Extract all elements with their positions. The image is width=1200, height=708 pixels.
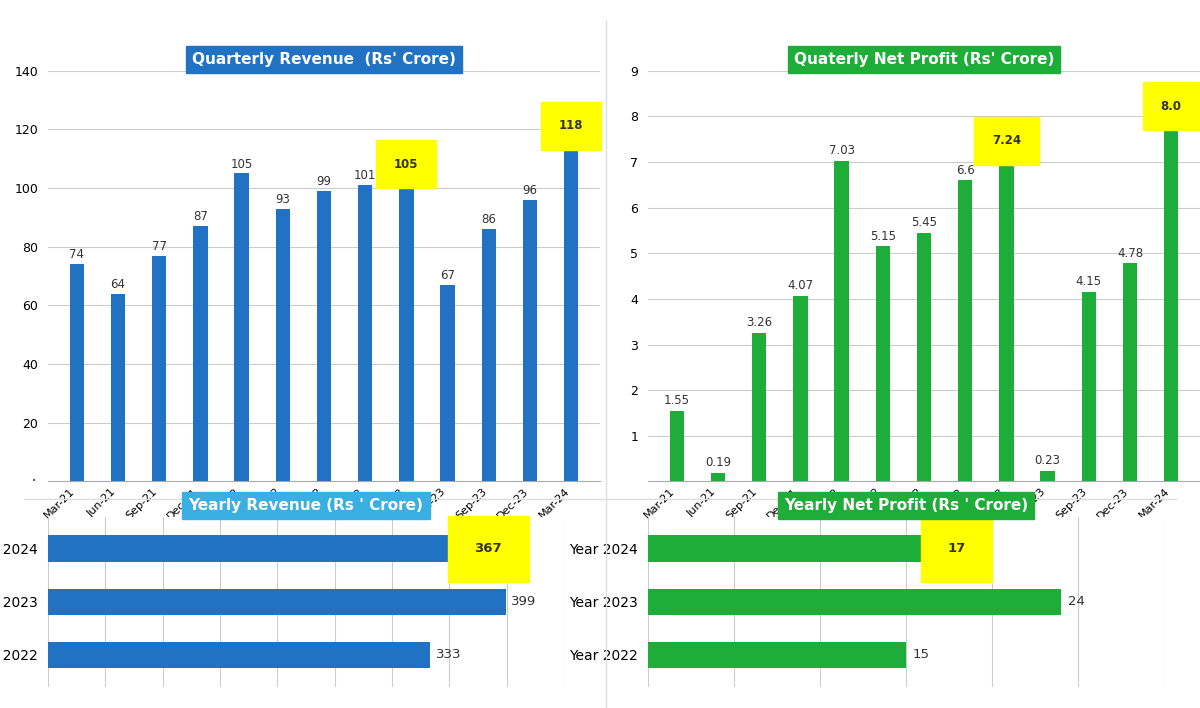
Bar xyxy=(793,296,808,481)
Text: 1.55: 1.55 xyxy=(664,394,690,407)
Text: 5.45: 5.45 xyxy=(911,216,937,229)
Bar xyxy=(152,256,167,481)
Bar xyxy=(648,588,1061,615)
Bar xyxy=(276,209,290,481)
Text: Yearly Net Profit (Rs ' Crore): Yearly Net Profit (Rs ' Crore) xyxy=(784,498,1028,513)
Text: 99: 99 xyxy=(317,175,331,188)
Text: 5.15: 5.15 xyxy=(870,230,896,243)
Bar xyxy=(48,588,505,615)
Text: 367: 367 xyxy=(474,542,502,555)
Text: 399: 399 xyxy=(511,595,536,608)
Bar xyxy=(481,229,496,481)
Bar xyxy=(670,411,684,481)
Text: 86: 86 xyxy=(481,213,497,227)
Text: 0.23: 0.23 xyxy=(1034,455,1061,467)
Text: 96: 96 xyxy=(522,184,538,197)
Bar xyxy=(70,264,84,481)
Text: 4.07: 4.07 xyxy=(787,279,814,292)
Text: 64: 64 xyxy=(110,278,126,291)
Text: 93: 93 xyxy=(275,193,290,206)
Bar xyxy=(917,233,931,481)
Text: 4.78: 4.78 xyxy=(1117,246,1144,260)
Text: Quaterly Net Profit (Rs' Crore): Quaterly Net Profit (Rs' Crore) xyxy=(794,52,1054,67)
Bar xyxy=(958,181,972,481)
Text: 87: 87 xyxy=(193,210,208,223)
Text: 4.15: 4.15 xyxy=(1075,275,1102,288)
Bar xyxy=(648,641,906,668)
Bar xyxy=(48,535,469,562)
Bar xyxy=(1123,263,1138,481)
Text: ·: · xyxy=(31,472,37,491)
Bar xyxy=(710,473,725,481)
Text: Quarterly Revenue  (Rs' Crore): Quarterly Revenue (Rs' Crore) xyxy=(192,52,456,67)
Bar xyxy=(400,173,414,481)
Text: 105: 105 xyxy=(394,157,419,171)
Bar xyxy=(1164,116,1178,481)
Bar xyxy=(234,173,248,481)
Text: 7.24: 7.24 xyxy=(992,135,1021,147)
Bar xyxy=(752,333,767,481)
Bar xyxy=(317,191,331,481)
Text: 105: 105 xyxy=(230,157,253,171)
Text: 77: 77 xyxy=(151,239,167,253)
Bar xyxy=(648,535,941,562)
Bar xyxy=(834,161,848,481)
Text: 67: 67 xyxy=(440,269,455,282)
Bar xyxy=(1081,292,1096,481)
Text: 101: 101 xyxy=(354,169,377,182)
Bar xyxy=(440,285,455,481)
Bar xyxy=(358,185,372,481)
Text: 3.26: 3.26 xyxy=(746,316,773,329)
Text: 15: 15 xyxy=(913,649,930,661)
Text: 333: 333 xyxy=(436,649,461,661)
Text: 17: 17 xyxy=(947,542,966,555)
Text: 8.0: 8.0 xyxy=(1160,100,1182,113)
Bar xyxy=(876,246,890,481)
Bar xyxy=(1040,471,1055,481)
Text: 24: 24 xyxy=(1068,595,1085,608)
Bar xyxy=(1000,151,1014,481)
Text: 0.19: 0.19 xyxy=(704,456,731,469)
Bar xyxy=(48,641,430,668)
Bar xyxy=(523,200,538,481)
Text: 6.6: 6.6 xyxy=(956,164,974,177)
Text: 74: 74 xyxy=(70,249,84,261)
Text: 7.03: 7.03 xyxy=(829,144,854,157)
Bar xyxy=(193,227,208,481)
Bar xyxy=(564,135,578,481)
Bar xyxy=(110,294,125,481)
Text: Yearly Revenue (Rs ' Crore): Yearly Revenue (Rs ' Crore) xyxy=(188,498,424,513)
Text: 118: 118 xyxy=(559,120,583,132)
